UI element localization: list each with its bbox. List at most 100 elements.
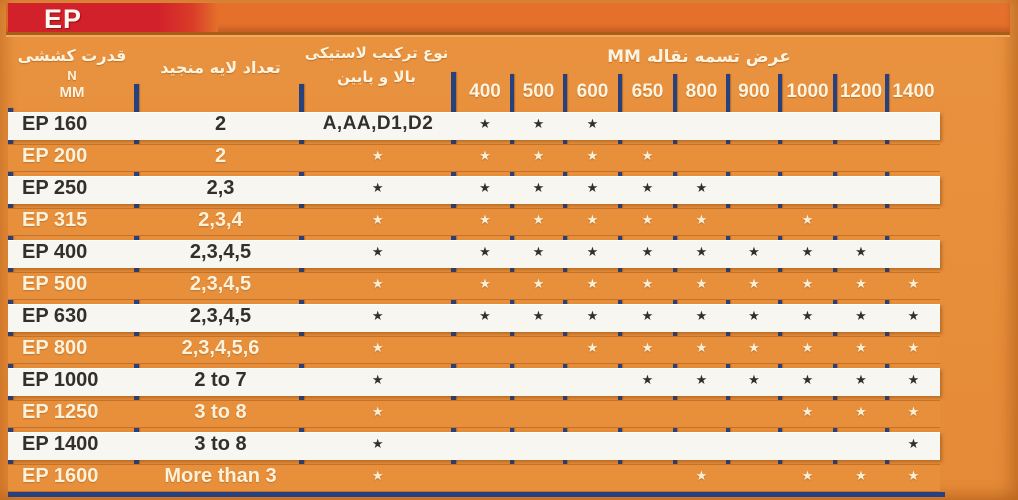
star-icon: ★ [641,372,654,387]
header-rubber-type-line2: بالا و پایین [337,68,416,86]
width-cell-900: ★ [728,302,780,330]
width-cell-500 [512,366,565,394]
width-cell-400 [458,430,512,458]
plies-cell: 2,3,4,5 [189,241,252,263]
plies-cell: More than 3 [164,465,277,487]
star-icon: ★ [479,212,491,227]
star-icon: ★ [479,116,491,131]
width-cell-1200: ★ [835,462,887,490]
header-unit-mm: MM [59,84,85,101]
width-cell-900: ★ [728,334,780,362]
width-cell-1000 [780,430,835,458]
grade-cell: EP 1400 [22,433,99,455]
plies-cell: 2,3,4,5 [189,273,252,295]
width-cell-1400: ★ [887,334,940,362]
width-cell-1000: ★ [780,302,835,330]
table-row: EP 800 2,3,4,5,6 ★ ★ ★ ★ ★ ★ ★ ★ [8,334,940,366]
plies-cell: 2,3,4,5,6 [181,337,260,359]
width-cell-500: ★ [512,206,565,234]
star-icon: ★ [907,372,920,387]
width-cell-650: ★ [620,206,675,234]
width-cell-1000: ★ [780,366,835,394]
star-icon: ★ [532,244,545,259]
width-cell-600 [565,462,620,490]
width-cell-500 [512,334,565,362]
rubber-cell: A,AA,D1,D2 [322,113,434,134]
header-belt-width: عرض تسمه نقاله MM [607,47,791,67]
width-header-650: 650 [631,81,664,102]
table-row: EP 1600 More than 3 ★ ★ ★ ★ ★ [8,462,940,494]
width-cell-650: ★ [620,334,675,362]
width-cell-500: ★ [512,302,565,330]
width-cell-400: ★ [458,110,512,138]
width-cell-800: ★ [675,174,728,202]
plies-cell: 2 [214,145,227,167]
star-icon: ★ [748,340,760,355]
width-cell-400: ★ [458,270,512,298]
star-icon: ★ [801,372,814,387]
width-cell-650: ★ [620,238,675,266]
star-icon: ★ [371,404,385,419]
rubber-cell: ★ [303,366,453,394]
width-cell-500: ★ [512,142,565,170]
width-cell-900 [728,206,780,234]
star-icon: ★ [586,180,599,195]
star-icon: ★ [586,308,599,323]
width-cell-600: ★ [565,302,620,330]
width-cell-1000 [780,110,835,138]
star-icon: ★ [801,308,814,323]
star-icon: ★ [641,276,654,291]
star-icon: ★ [801,340,814,355]
width-cell-500: ★ [512,174,565,202]
width-cell-400: ★ [458,238,512,266]
grade-cell: EP 1000 [22,369,99,391]
width-header-900: 900 [738,81,770,102]
table-row: EP 160 2 A,AA,D1,D2 ★ ★ ★ [8,110,940,142]
grade-cell: EP 400 [22,241,88,263]
star-icon: ★ [695,308,708,323]
width-cell-800: ★ [675,206,728,234]
star-icon: ★ [695,468,708,483]
grid-line-bottom [8,492,945,497]
star-icon: ★ [801,468,814,483]
width-header-1000: 1000 [786,81,829,102]
star-icon: ★ [801,212,814,227]
row-band [8,304,940,332]
width-cell-1200: ★ [835,302,887,330]
header-unit-n: N [67,68,77,83]
plies-cell: 2 to 7 [194,369,247,391]
rubber-cell: ★ [303,334,453,362]
width-cell-500 [512,398,565,426]
row-band [8,336,940,364]
width-header-500: 500 [522,81,555,102]
star-icon: ★ [641,340,654,355]
width-cell-1000: ★ [780,270,835,298]
width-cell-650: ★ [620,302,675,330]
star-icon: ★ [855,372,867,387]
rubber-cell: ★ [303,142,453,170]
width-cell-900 [728,142,780,170]
rubber-cell: ★ [303,302,453,330]
width-cell-1000: ★ [780,334,835,362]
width-cell-600 [565,430,620,458]
width-cell-1000: ★ [780,206,835,234]
star-icon: ★ [586,212,599,227]
star-icon: ★ [586,276,599,291]
width-cell-1200: ★ [835,238,887,266]
row-band [8,240,940,268]
star-icon: ★ [532,148,545,163]
row-band [8,368,940,396]
belt-table: EP 160 2 A,AA,D1,D2 ★ ★ ★ EP 200 2 ★ ★ ★ ★ ★ … [8,110,940,494]
width-cell-1200 [835,142,887,170]
rubber-cell: ★ [303,238,453,266]
width-cell-400: ★ [458,174,512,202]
star-icon: ★ [855,340,867,355]
star-icon: ★ [586,340,599,355]
width-cell-600 [565,366,620,394]
width-cell-900 [728,110,780,138]
width-cell-1400 [887,238,940,266]
star-icon: ★ [801,276,814,291]
grade-cell: EP 500 [22,273,88,295]
star-icon: ★ [586,116,599,131]
width-cell-400: ★ [458,206,512,234]
